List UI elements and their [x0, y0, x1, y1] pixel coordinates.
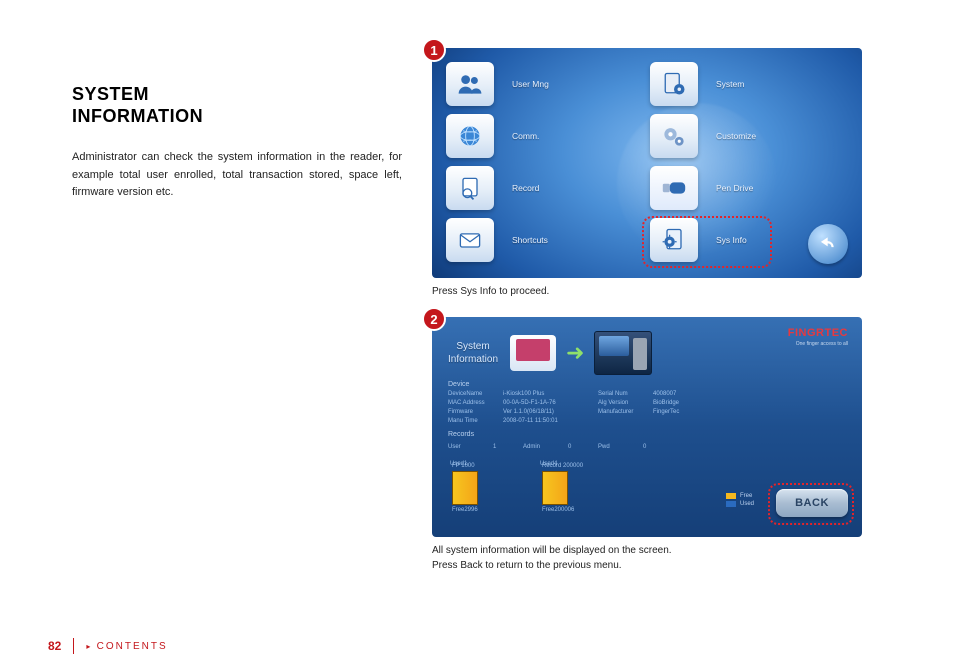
brand-logo: FINGRTEC — [788, 327, 848, 339]
menu-tile-comm[interactable] — [446, 114, 494, 158]
section-body: Administrator can check the system infor… — [72, 149, 402, 202]
menu-label-system: System — [716, 79, 848, 89]
legend-swatch-used — [726, 501, 736, 507]
menu-tile-shortcuts[interactable] — [446, 218, 494, 262]
brand-tagline: One finger access to all — [796, 341, 848, 347]
record-doc-icon — [456, 174, 484, 202]
thumb-device-icon — [594, 331, 652, 375]
bar-legend: Free Used — [726, 493, 754, 509]
menu-label-record: Record — [512, 183, 644, 193]
gear-file-icon — [660, 70, 688, 98]
menu-tile-system[interactable] — [650, 62, 698, 106]
legend-swatch-free — [726, 493, 736, 499]
footer-divider — [73, 638, 74, 654]
usage-bars: FP 1000 Free2996 Used1 Record 200000 Fre… — [452, 463, 583, 521]
section-records-label: Records — [448, 431, 752, 438]
brand-accent: R — [816, 327, 824, 339]
transfer-arrow-icon: ➜ — [566, 340, 584, 366]
heading-line2: INFORMATION — [72, 106, 203, 126]
page-number: 82 — [48, 639, 61, 653]
back-button-label: BACK — [795, 497, 829, 509]
bar2-bottom: Used4 — [540, 461, 557, 467]
caption-step2: All system information will be displayed… — [432, 543, 900, 573]
menu-tile-user-mng[interactable] — [446, 62, 494, 106]
menu-label-customize: Customize — [716, 131, 848, 141]
device-kv-grid: DeviceNamei-Kiosk100 PlusSerial Num40080… — [448, 390, 752, 425]
menu-tile-customize[interactable] — [650, 114, 698, 158]
envelope-icon — [456, 226, 484, 254]
menu-tile-pendrive[interactable] — [650, 166, 698, 210]
globe-icon — [456, 122, 484, 150]
sysinfo-title: SystemInformation — [448, 340, 498, 366]
menu-label-user-mng: User Mng — [512, 79, 644, 89]
bar2-free: Free200006 — [542, 507, 574, 513]
menu-label-shortcuts: Shortcuts — [512, 235, 644, 245]
gears-icon — [660, 122, 688, 150]
heading-line1: SYSTEM — [72, 84, 149, 104]
step-badge-2: 2 — [422, 307, 446, 331]
bar1-free: Free2996 — [452, 507, 478, 513]
back-button[interactable]: BACK — [776, 489, 848, 517]
bar1-bottom: Used1 — [450, 461, 467, 467]
thumb-laptop-icon — [510, 335, 556, 371]
back-round-button[interactable] — [808, 224, 848, 264]
users-icon — [456, 70, 484, 98]
bar2 — [542, 471, 568, 505]
screenshot-menu: User Mng System Comm. Custom — [432, 48, 862, 278]
section-device-label: Device — [448, 381, 752, 388]
section-heading: SYSTEM INFORMATION — [72, 84, 402, 127]
bar1 — [452, 471, 478, 505]
back-arrow-icon — [818, 234, 838, 254]
menu-label-comm: Comm. — [512, 131, 644, 141]
menu-tile-sysinfo[interactable] — [650, 218, 698, 262]
step-badge-1: 1 — [422, 38, 446, 62]
pendrive-icon — [660, 174, 688, 202]
menu-label-pendrive: Pen Drive — [716, 183, 848, 193]
sysinfo-icon — [660, 226, 688, 254]
records-stats: User1 Admin0 Pwd0 — [448, 444, 752, 450]
contents-link[interactable]: CONTENTS — [86, 641, 167, 652]
caption-step1: Press Sys Info to proceed. — [432, 284, 900, 299]
screenshot-sysinfo: SystemInformation ➜ FINGRTEC One finger … — [432, 317, 862, 537]
menu-tile-record[interactable] — [446, 166, 494, 210]
